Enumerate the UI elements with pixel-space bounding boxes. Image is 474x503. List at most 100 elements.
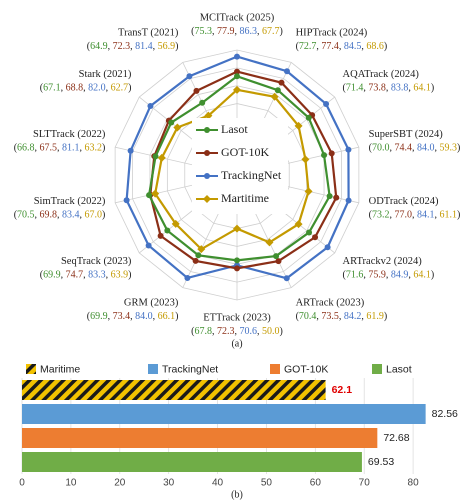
x-tick-label: 30 — [163, 478, 175, 489]
series-marker — [274, 87, 281, 94]
series-marker — [328, 150, 335, 157]
series-marker — [157, 153, 166, 162]
value-label: 84.0 — [417, 143, 435, 154]
caption: (b) — [231, 489, 243, 500]
value-label: 69.53 — [368, 456, 394, 468]
bar-chart: 0 10 20 30 40 50 60 70 80 62.1 Maritime 82.56 Tracki… — [19, 363, 458, 500]
value-label: 81.1 — [62, 143, 80, 154]
bar — [22, 452, 362, 472]
legend: Lasot GOT-10K TrackingNet Martitime — [192, 118, 288, 214]
series-marker — [233, 224, 241, 233]
value-label: 50.0 — [262, 326, 280, 337]
legend-label: Lasot — [386, 363, 412, 375]
x-tick-label: 10 — [65, 478, 77, 489]
value-label: 72.68 — [383, 432, 409, 444]
value-label: 67.8 — [195, 326, 213, 337]
value-labels: (71.4, 73.8, 83.8, 64.1) — [343, 83, 435, 94]
series-marker — [147, 102, 154, 109]
value-label: 84.1 — [417, 210, 435, 221]
x-tick-label: 50 — [261, 478, 273, 489]
bar — [22, 380, 326, 400]
value-label: 84.9 — [391, 270, 409, 281]
series-marker — [123, 197, 130, 204]
value-label: 71.6 — [346, 270, 364, 281]
value-label: 73.5 — [321, 311, 339, 322]
series-marker — [168, 119, 175, 126]
value-label: 69.8 — [40, 210, 58, 221]
series-marker — [301, 155, 310, 164]
category-label: Stark (2021) — [79, 69, 132, 80]
value-labels: (71.6, 75.9, 84.9, 64.1) — [343, 270, 435, 281]
category-label: HIPTrack (2024) — [296, 27, 368, 38]
value-label: 70.6 — [240, 326, 258, 337]
value-labels: (70.0, 74.4, 84.0, 59.3) — [369, 143, 461, 154]
legend-label: Martitime — [221, 191, 269, 205]
category-label: MCITrack (2025) — [200, 12, 275, 23]
value-label: 70.5 — [17, 210, 35, 221]
series-marker — [171, 219, 180, 228]
value-label: 84.2 — [344, 311, 362, 322]
category-label: AQATrack (2024) — [343, 69, 420, 80]
series-marker — [294, 121, 303, 130]
x-tick-label: 80 — [408, 478, 420, 489]
legend-marker — [204, 173, 210, 179]
value-label: 67.1 — [43, 83, 61, 94]
series-marker — [184, 274, 191, 281]
value-labels: (66.8, 67.5, 81.1, 63.2) — [14, 143, 106, 154]
series-marker — [275, 258, 282, 265]
series-marker — [324, 244, 331, 251]
value-label: 82.56 — [432, 408, 458, 420]
legend-swatch — [372, 364, 382, 374]
category-label: SuperSBT (2024) — [369, 129, 444, 140]
value-label: 61.1 — [439, 210, 457, 221]
series-marker — [152, 153, 159, 160]
value-label: 71.4 — [346, 83, 364, 94]
value-label: 68.8 — [66, 83, 84, 94]
series-marker — [305, 114, 312, 121]
series-marker — [233, 85, 241, 94]
value-label: 69.9 — [43, 270, 61, 281]
series-marker — [345, 146, 352, 153]
value-labels: (70.4, 73.5, 84.2, 61.9) — [296, 311, 388, 322]
series-marker — [283, 68, 290, 75]
series-marker — [333, 194, 340, 201]
series-marker — [326, 193, 333, 200]
category-label: GRM (2023) — [124, 298, 179, 309]
category-label: SimTrack (2022) — [34, 196, 106, 207]
radar-chart: MCITrack (2025) (75.3, 77.9, 86.3, 67.7) H… — [14, 12, 461, 349]
series-marker — [294, 220, 303, 229]
series-marker — [278, 79, 285, 86]
bar — [22, 428, 378, 448]
value-label: 61.9 — [366, 311, 384, 322]
value-label: 73.2 — [372, 210, 390, 221]
caption: (a) — [231, 338, 242, 349]
value-label: 77.9 — [217, 26, 235, 37]
value-label: 77.0 — [394, 210, 412, 221]
series-marker — [146, 192, 153, 199]
value-label: 75.9 — [368, 270, 386, 281]
value-label: 72.3 — [113, 41, 131, 52]
series-marker — [321, 152, 328, 159]
series-marker — [127, 147, 134, 154]
legend-marker — [203, 195, 211, 203]
legend-label: GOT-10K — [221, 145, 270, 159]
series-marker — [234, 265, 240, 272]
value-label: 84.0 — [135, 311, 153, 322]
legend-label: Lasot — [221, 122, 248, 136]
series-marker — [197, 245, 206, 254]
x-tick-label: 40 — [212, 478, 224, 489]
legend-label: GOT-10K — [284, 363, 328, 375]
x-tick-label: 20 — [114, 478, 126, 489]
value-label: 86.3 — [240, 26, 258, 37]
value-label: 63.2 — [85, 143, 103, 154]
legend-swatch — [26, 364, 36, 374]
value-label: 73.8 — [368, 83, 386, 94]
value-label: 67.5 — [40, 143, 58, 154]
series-marker — [234, 257, 240, 264]
category-label: SLTTrack (2022) — [33, 129, 106, 140]
value-label: 68.6 — [366, 41, 384, 52]
category-label: ARTrack (2023) — [296, 298, 365, 309]
series-marker — [204, 111, 213, 120]
series-marker — [195, 252, 202, 259]
